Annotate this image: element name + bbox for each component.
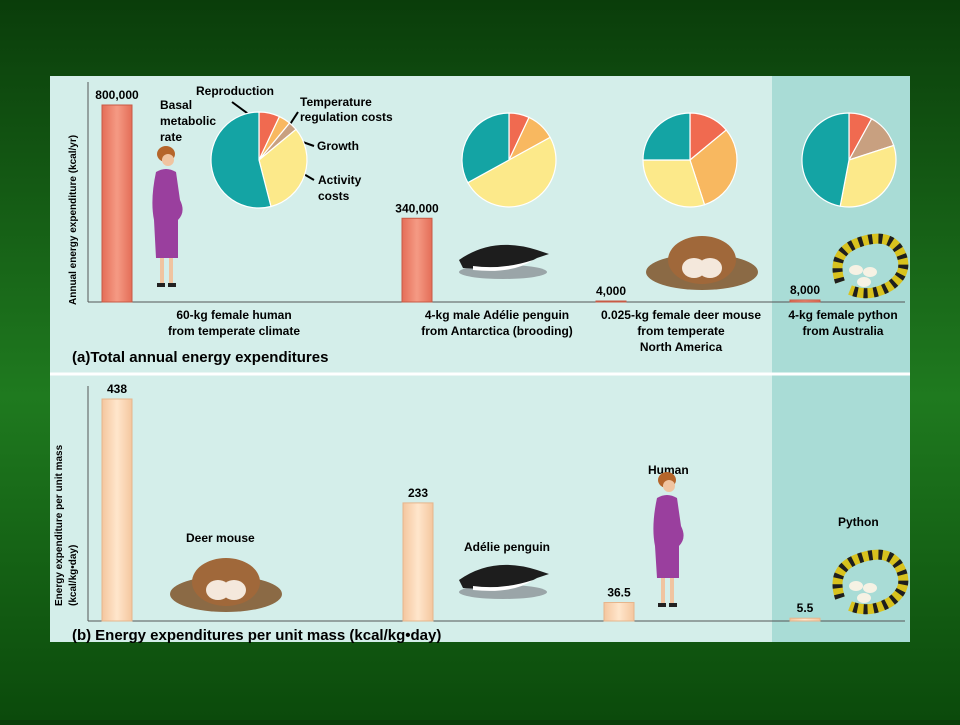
label-reproduction: Reproduction [196,84,274,98]
category-b-python: Python [838,515,879,529]
panel-label-b: (b) [72,627,91,644]
caption-a: (a)Total annual energy expenditures [72,349,328,366]
penguin-illustration-b [459,564,549,599]
category-penguin-line2: from Antarctica (brooding) [421,324,573,338]
pie-3-slice-basal [801,112,850,207]
category-mouse-line3: North America [640,340,723,354]
pie-2-slice-basal [642,112,691,161]
pie-1-slice-basal [461,112,510,184]
label-temperature-line1: Temperature [300,95,372,109]
python-illustration-b [832,549,909,615]
bars-a: 800,000 340,000 4,000 8,000 [95,88,821,303]
pie-0-slice-basal [210,111,272,209]
category-python-line1: 4-kg female python [788,308,897,322]
value-label-a-2: 4,000 [596,284,626,298]
category-human-line2: from temperate climate [168,324,300,338]
category-python-line2: from Australia [803,324,884,338]
bar-b-3 [789,617,821,622]
bar-a-2 [595,300,627,303]
label-growth: Growth [317,139,359,153]
category-b-penguin: Adélie penguin [464,540,550,554]
caption-b: (b) Energy expenditures per unit mass (kc… [72,627,441,644]
bar-b-2 [603,602,635,622]
title-a: Total annual energy expenditures [90,349,328,366]
ylabel-b-line1: Energy expenditure per unit mass [54,444,65,606]
ylabel-b-line2: (kcal/kg•day) [68,545,79,606]
ylabel-a: Annual energy expenditure (kcal/yr) [68,135,79,305]
deer-mouse-illustration-a [646,236,758,290]
category-penguin-line1: 4-kg male Adélie penguin [425,308,569,322]
categories-a: 60-kg female human from temperate climat… [168,308,898,354]
label-activity-line1: Activity [318,173,362,187]
value-label-a-1: 340,000 [395,201,439,215]
category-human-line1: 60-kg female human [176,308,291,322]
label-temperature-line2: regulation costs [300,110,393,124]
label-basal-line2: metabolic [160,114,216,128]
human-illustration-b [653,472,684,607]
value-label-b-3: 5.5 [797,601,814,615]
bar-b-0 [101,398,133,622]
value-label-a-3: 8,000 [790,283,820,297]
pie-2-slice-temperature [689,129,738,206]
pie-3-slice-activity [839,144,897,208]
python-illustration-a [832,233,909,299]
deer-mouse-illustration-b [170,558,282,612]
pie-2-slice-activity [642,159,706,208]
penguin-illustration-a [459,244,549,279]
bars-b: 438 233 36.5 5.5 [101,382,821,622]
human-illustration-a [152,146,183,287]
bar-a-0 [101,104,133,303]
label-activity-line2: costs [318,189,350,203]
category-mouse-line2: from temperate [637,324,725,338]
category-b-human: Human [648,463,689,477]
value-label-b-2: 36.5 [607,586,631,600]
bar-a-3 [789,299,821,303]
panel-label-a: (a) [72,349,90,366]
pie-0-slice-activity [258,128,308,208]
value-label-b-1: 233 [408,486,428,500]
pies [210,111,897,209]
bar-a-1 [401,217,433,303]
category-b-deer-mouse: Deer mouse [186,531,255,545]
label-basal-line3: rate [160,130,182,144]
value-label-b-0: 438 [107,382,127,396]
bar-b-1 [402,502,434,622]
value-label-a-0: 800,000 [95,88,139,102]
category-mouse-line1: 0.025-kg female deer mouse [601,308,761,322]
pie-1-slice-activity [466,136,557,208]
label-basal-line1: Basal [160,98,192,112]
title-b: Energy expenditures per unit mass (kcal/… [95,627,441,644]
